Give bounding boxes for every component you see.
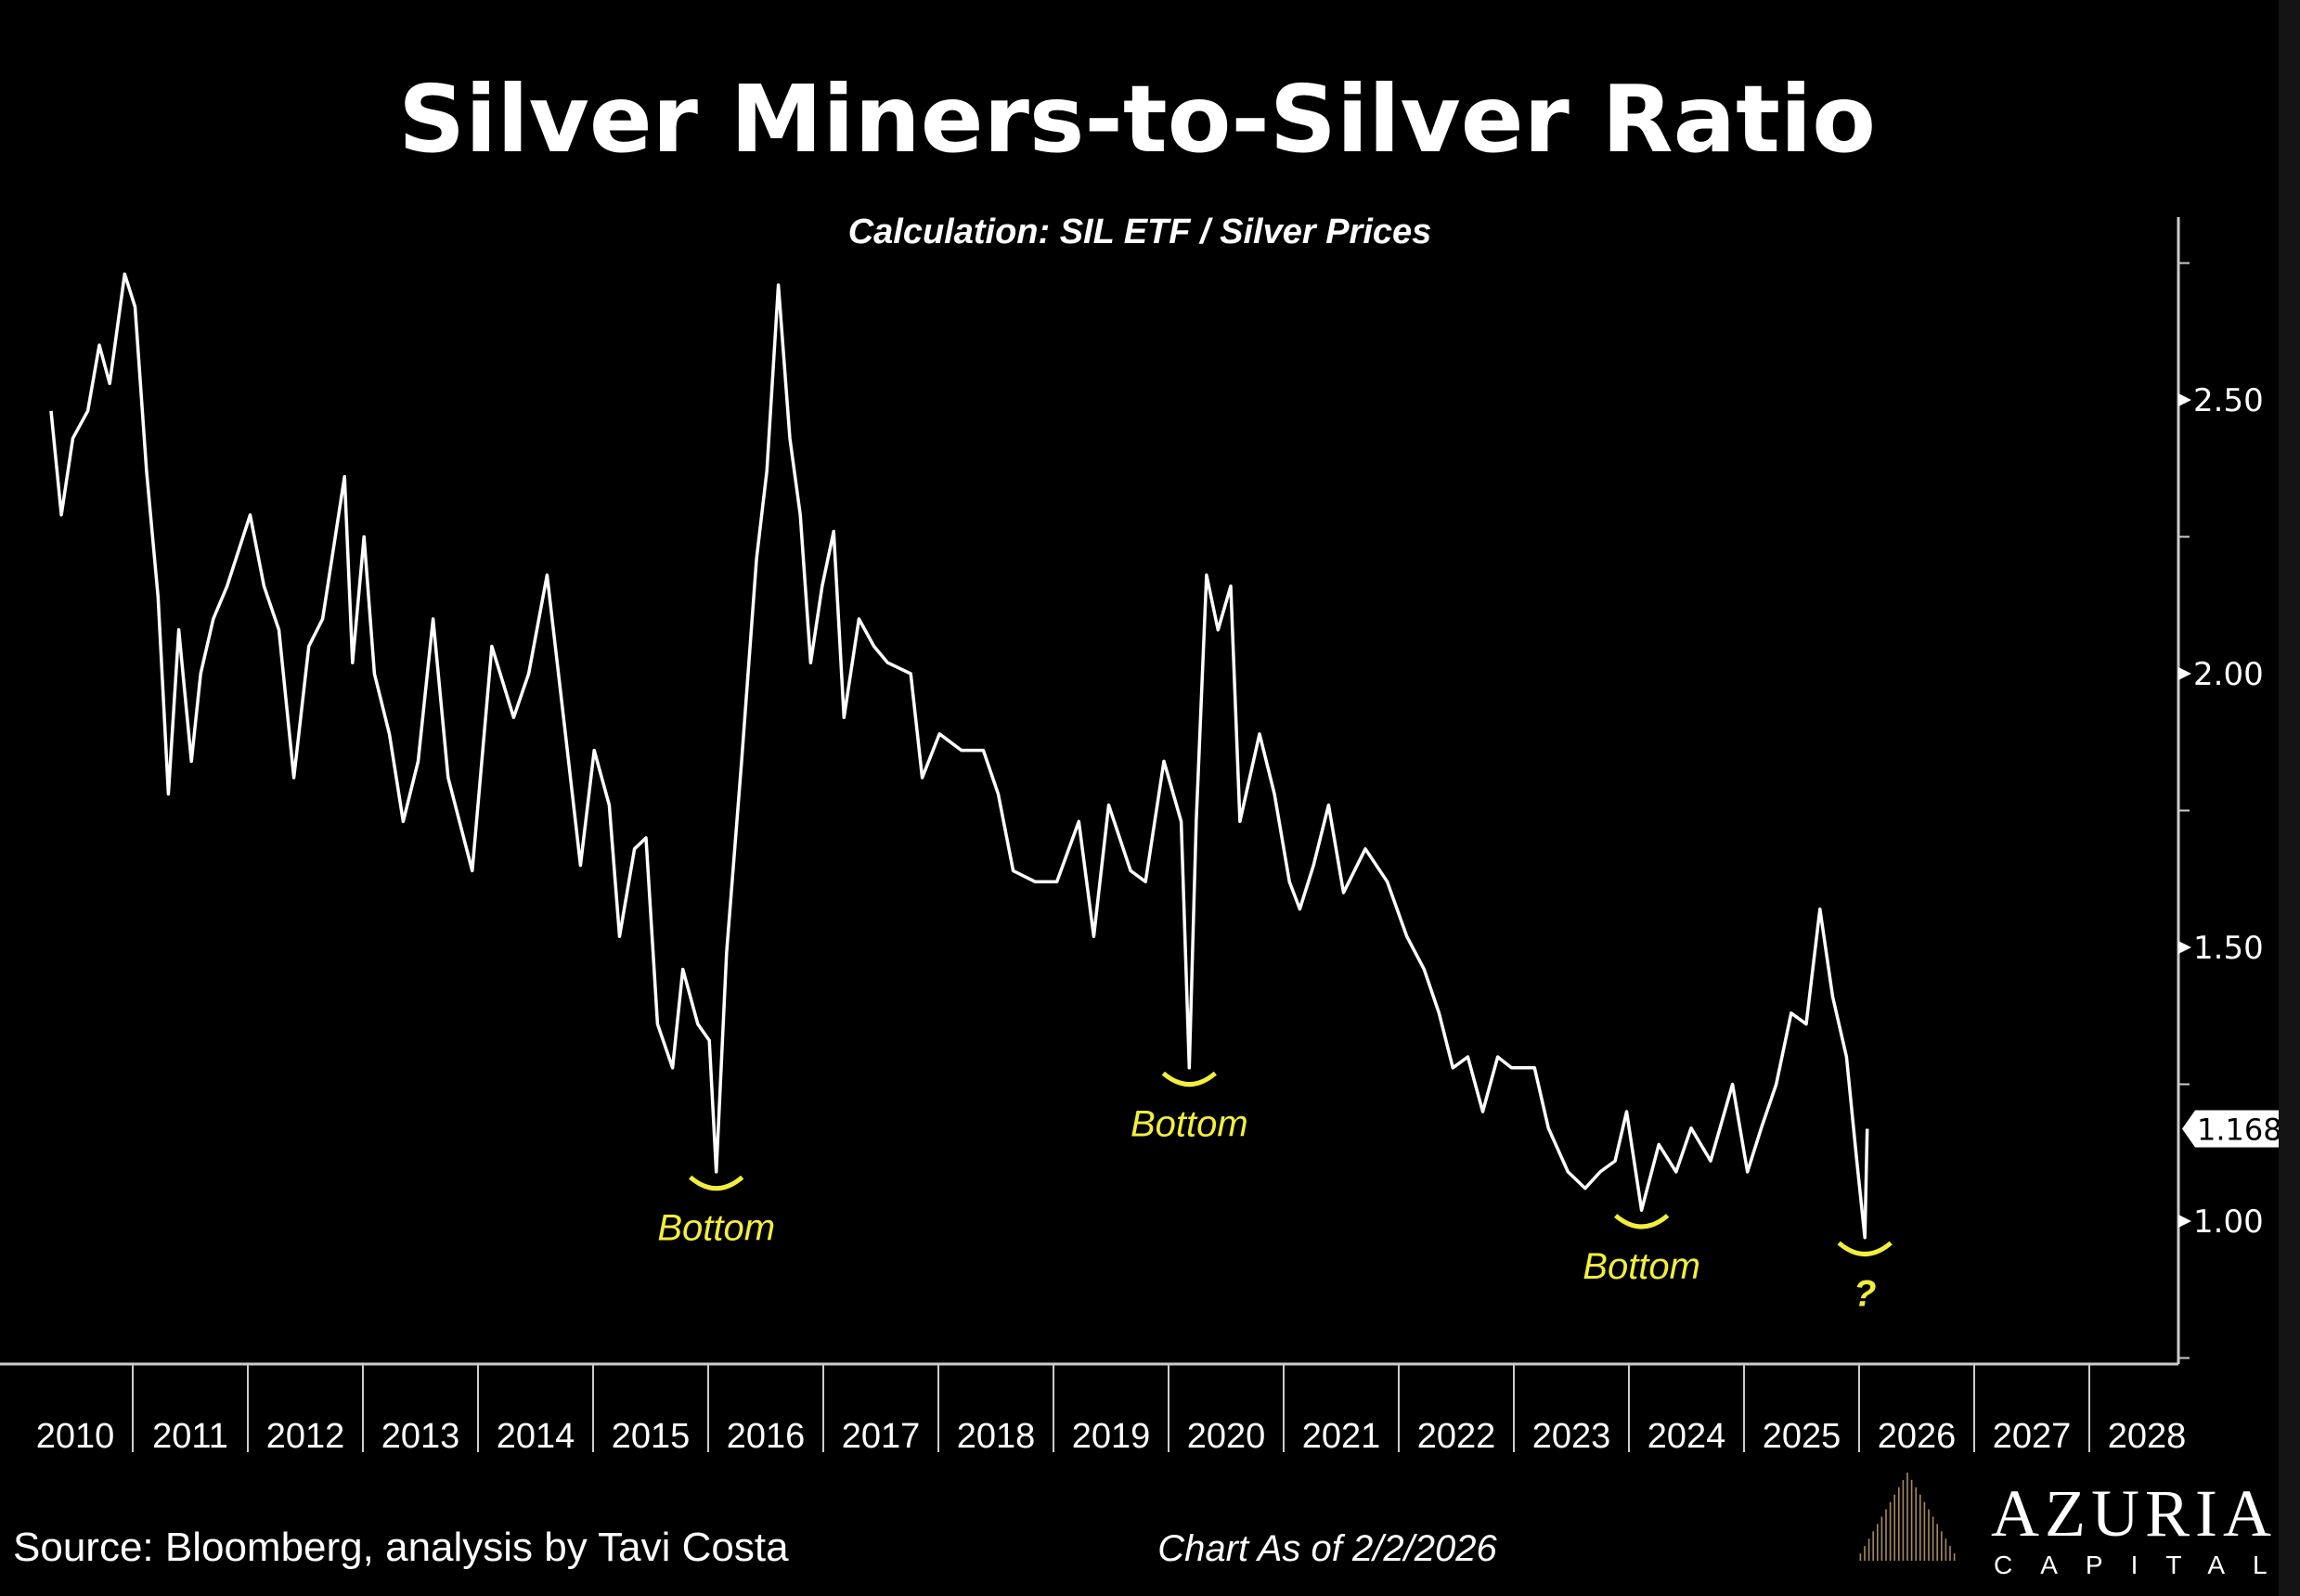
annotation-label: Bottom bbox=[1583, 1246, 1700, 1287]
annotation-bracket bbox=[1161, 1071, 1217, 1087]
y-tick-marker bbox=[2178, 941, 2191, 954]
annotation-label: Bottom bbox=[1131, 1104, 1248, 1145]
annotation-bracket bbox=[689, 1175, 744, 1191]
series-line bbox=[49, 272, 1869, 1240]
x-tick-label: 2020 bbox=[1187, 1417, 1266, 1456]
y-axis: 1.00 1.50 2.00 2.50 bbox=[2178, 382, 2264, 1241]
y-tick-label: 2.00 bbox=[2193, 656, 2264, 693]
x-tick-label: 2013 bbox=[381, 1417, 460, 1456]
annotation-label: ? bbox=[1854, 1274, 1876, 1315]
y-tick-label: 1.00 bbox=[2193, 1203, 2264, 1241]
source-text: Source: Bloomberg, analysis by Tavi Cost… bbox=[13, 1525, 789, 1570]
x-tick-label: 2024 bbox=[1647, 1417, 1726, 1456]
x-tick-label: 2018 bbox=[957, 1417, 1036, 1456]
y-tick-label: 2.50 bbox=[2193, 382, 2264, 419]
y-tick-marker bbox=[2178, 1215, 2191, 1228]
x-tick-label: 2026 bbox=[1878, 1417, 1957, 1456]
x-tick-label: 2028 bbox=[2108, 1417, 2187, 1456]
x-axis: 2010 2011 2012 2013 2014 2015 2016 2017 2018 2019… bbox=[36, 1364, 2187, 1456]
x-tick-label: 2010 bbox=[36, 1417, 115, 1456]
gold-rays-icon bbox=[1859, 1473, 1956, 1561]
x-tick-label: 2015 bbox=[612, 1417, 691, 1456]
x-tick-label: 2023 bbox=[1532, 1417, 1611, 1456]
logo-sub: CAPITAL bbox=[1994, 1551, 2295, 1579]
x-tick-label: 2011 bbox=[152, 1417, 228, 1456]
x-tick-label: 2027 bbox=[1993, 1417, 2072, 1456]
y-tick-label: 1.50 bbox=[2193, 930, 2264, 967]
logo: AZURIA CAPITAL bbox=[1859, 1473, 2295, 1579]
last-value-box bbox=[2182, 1110, 2283, 1148]
x-tick-label: 2021 bbox=[1302, 1417, 1381, 1456]
x-tick-label: 2014 bbox=[497, 1417, 575, 1456]
y-tick-marker bbox=[2178, 393, 2191, 406]
annotations: Bottom Bottom Bottom? bbox=[657, 1071, 1893, 1315]
x-tick-label: 2012 bbox=[266, 1417, 345, 1456]
annotation-label: Bottom bbox=[657, 1208, 775, 1249]
annotation-bracket bbox=[1837, 1241, 1893, 1256]
as-of-text: Chart As of 2/2/2026 bbox=[1157, 1528, 1497, 1569]
x-tick-label: 2019 bbox=[1072, 1417, 1151, 1456]
x-tick-label: 2025 bbox=[1763, 1417, 1841, 1456]
window-edge bbox=[2279, 0, 2300, 1596]
x-tick-label: 2017 bbox=[842, 1417, 921, 1456]
y-tick-marker bbox=[2178, 667, 2191, 680]
chart-title: Silver Miners-to-Silver Ratio bbox=[398, 65, 1876, 174]
logo-name: AZURIA bbox=[1991, 1476, 2277, 1551]
annotation-bracket bbox=[1614, 1214, 1670, 1229]
chart-subtitle: Calculation: SIL ETF / Silver Prices bbox=[848, 212, 1432, 251]
x-tick-label: 2016 bbox=[727, 1417, 806, 1456]
x-tick-label: 2022 bbox=[1417, 1417, 1496, 1456]
